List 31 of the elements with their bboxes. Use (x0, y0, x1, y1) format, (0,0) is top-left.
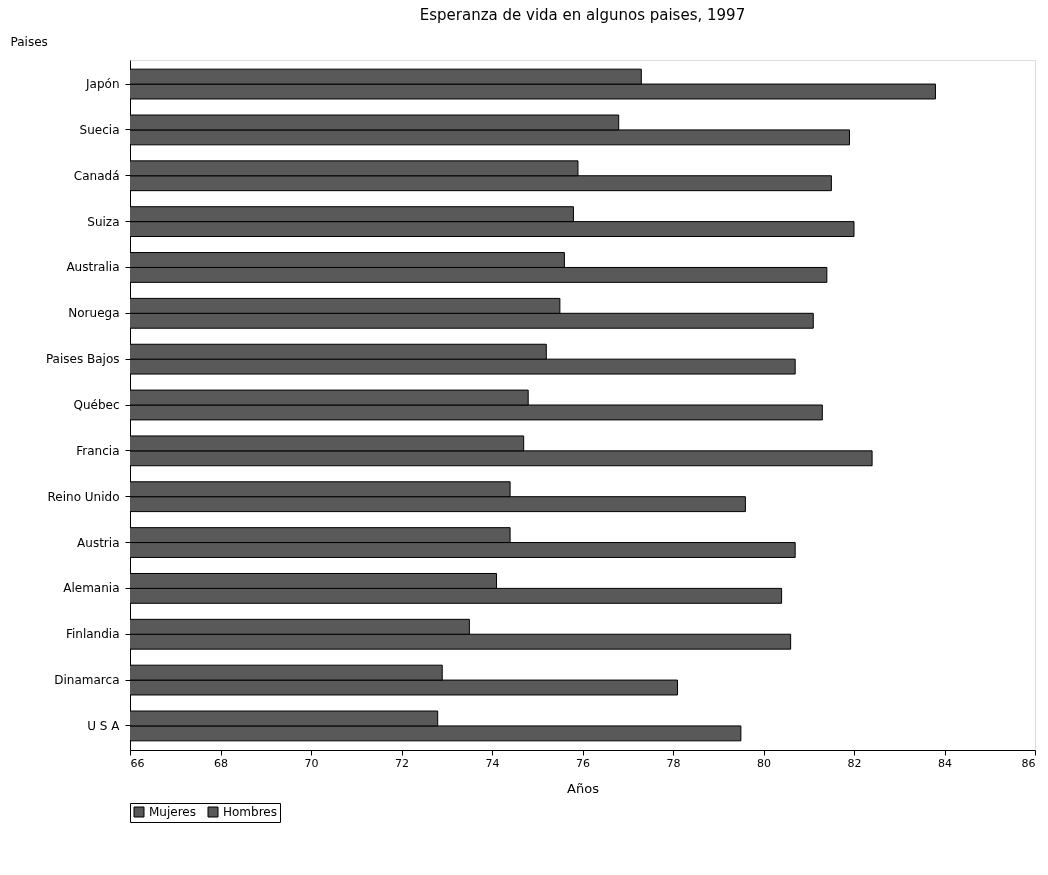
x-tick-label: 82 (847, 756, 862, 770)
y-tick-label: Suiza (87, 214, 120, 229)
y-tick-label: Australia (66, 260, 120, 275)
x-tick-label: 66 (130, 756, 145, 770)
y-tick-label: Alemania (63, 581, 120, 596)
x-tick-label: 78 (666, 756, 681, 770)
legend-label: Mujeres (149, 805, 196, 819)
y-tick-label: Noruega (68, 306, 120, 321)
x-tick-label: 68 (214, 756, 228, 770)
y-tick-label: Québec (73, 398, 120, 412)
x-tick-label: 70 (304, 756, 319, 770)
x-axis-title: Años (567, 780, 600, 796)
y-tick-label: Japón (85, 77, 120, 92)
x-tick-label: 72 (395, 756, 409, 770)
y-tick-label: Canadá (73, 168, 120, 183)
y-tick-label: Suecia (79, 122, 120, 137)
y-tick-label: Francia (76, 443, 120, 458)
x-tick-label: 84 (938, 756, 952, 770)
x-tick-label: 80 (757, 756, 771, 770)
y-axis-title: Paises (10, 34, 48, 49)
x-tick-label: 74 (485, 756, 500, 770)
y-tick-label: Finlandia (65, 627, 120, 642)
y-tick-label: Reino Unido (47, 489, 120, 504)
y-tick-label: Dinamarca (54, 673, 120, 688)
legend-label: Hombres (223, 805, 277, 819)
x-tick-label: 86 (1021, 756, 1036, 770)
y-tick-label: U S A (87, 718, 121, 733)
y-tick-label: Austria (77, 535, 120, 550)
chart-title: Esperanza de vida en algunos paises, 1997 (419, 6, 746, 24)
x-tick-label: 76 (576, 756, 590, 770)
y-tick-label: Paises Bajos (45, 352, 120, 367)
